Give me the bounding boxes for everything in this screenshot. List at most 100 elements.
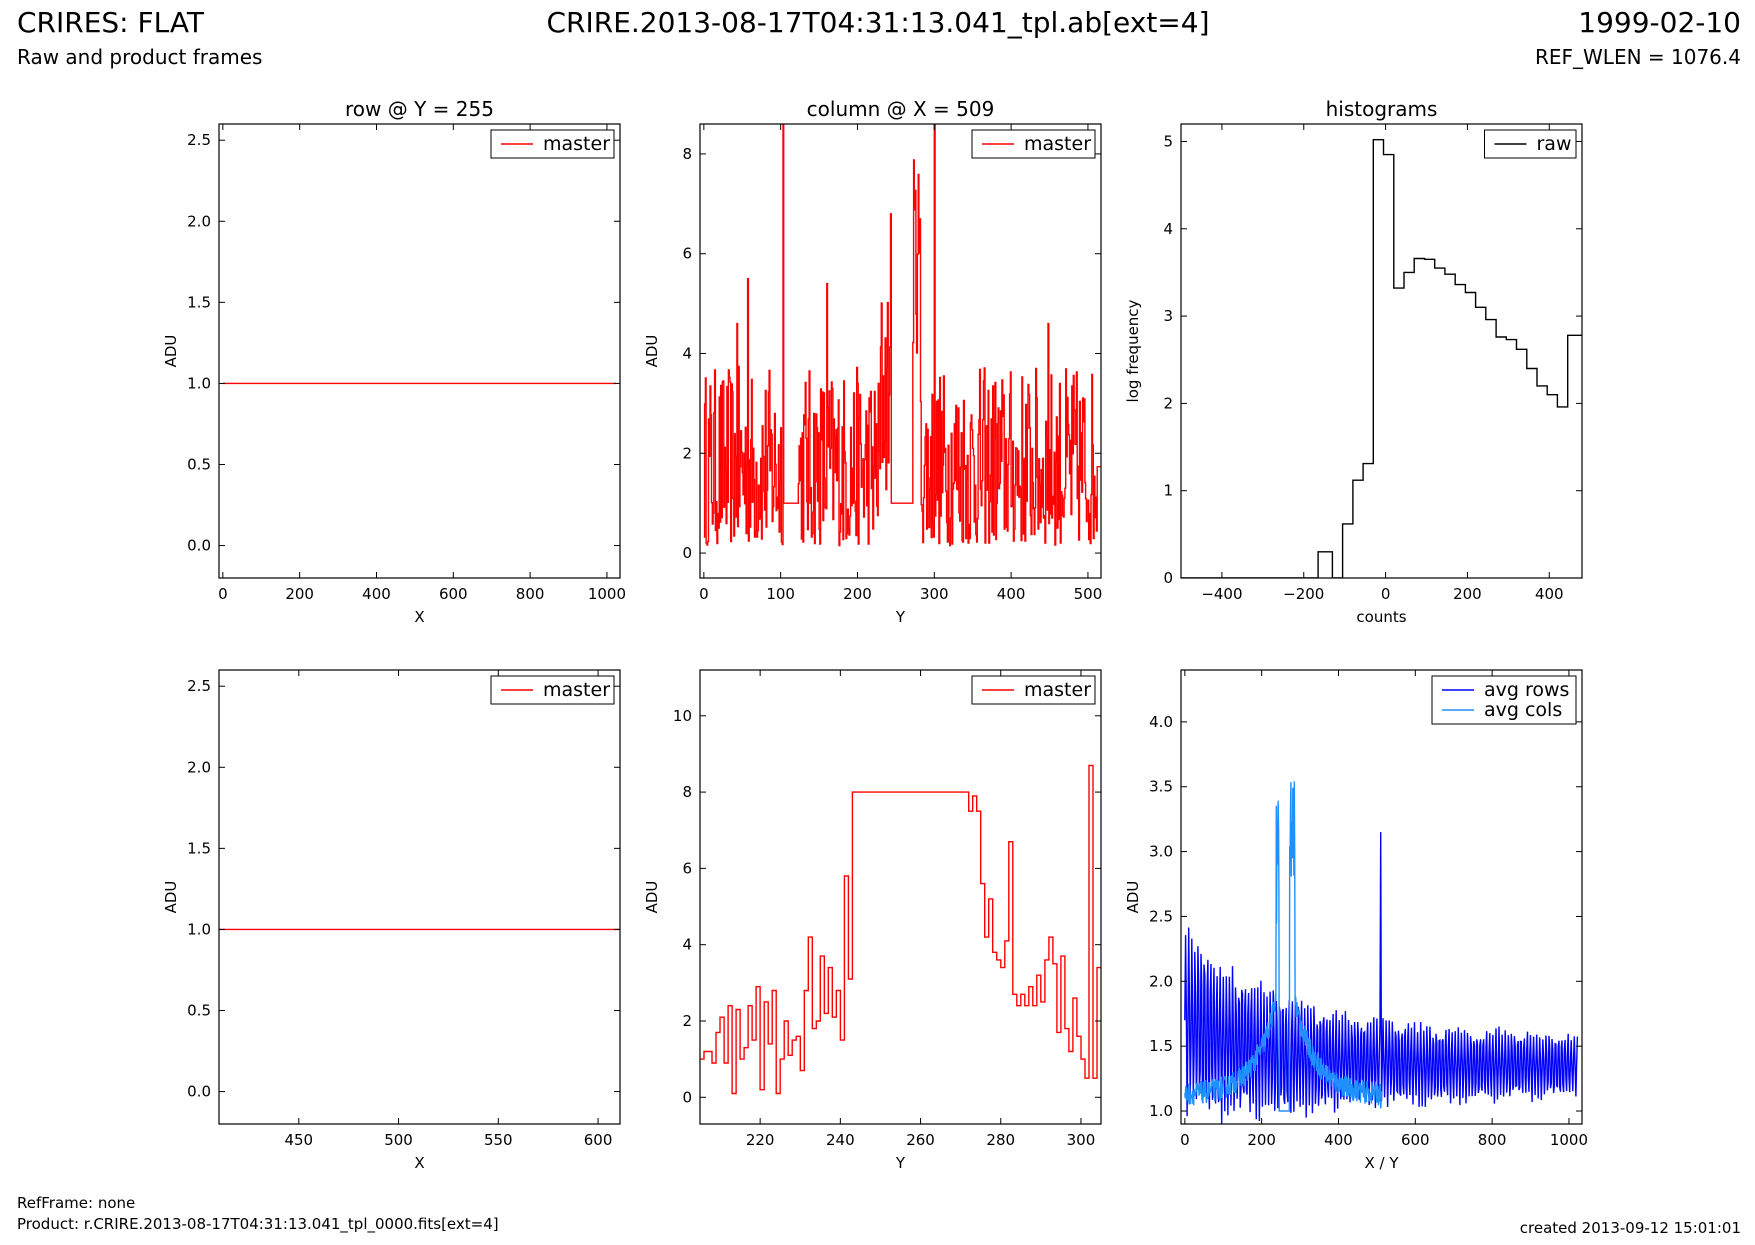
y-tick-label: 1.5 (1149, 1037, 1173, 1055)
y-tick-label: 1.0 (1149, 1102, 1173, 1120)
y-tick-label: 0.5 (187, 456, 211, 474)
x-tick-label: 200 (1247, 1131, 1276, 1149)
footer-ref-frame: RefFrame: none (17, 1194, 136, 1212)
x-tick-label: 550 (484, 1131, 513, 1149)
x-tick-label: −200 (1283, 585, 1324, 603)
x-tick-label: 1000 (588, 585, 626, 603)
figure-subtitle: Raw and product frames (17, 45, 263, 69)
x-tick-label: 450 (284, 1131, 313, 1149)
y-tick-label: 1.0 (187, 374, 211, 392)
footer-created: created 2013-09-12 15:01:01 (1519, 1219, 1741, 1237)
plot-frame (218, 669, 621, 1125)
legend-label: raw (1537, 133, 1572, 155)
legend-label: master (543, 679, 610, 701)
x-tick-label: 300 (920, 585, 949, 603)
y-tick-label: 0 (682, 1088, 692, 1106)
series-line-raw (1181, 139, 1582, 578)
y-tick-label: 2 (682, 1012, 692, 1030)
y-tick-label: 2.5 (187, 677, 211, 695)
y-axis-label: ADU (643, 881, 661, 914)
x-axis-label: Y (895, 1154, 906, 1172)
legend-label: master (1024, 133, 1091, 155)
x-tick-label: 400 (1324, 1131, 1353, 1149)
x-tick-label: 600 (1401, 1131, 1430, 1149)
y-tick-label: 4 (1163, 220, 1173, 238)
y-tick-label: 4 (682, 344, 692, 362)
y-axis-label: ADU (162, 881, 180, 914)
y-tick-label: 4 (682, 936, 692, 954)
y-tick-label: 3 (1163, 307, 1173, 325)
x-tick-label: 800 (516, 585, 545, 603)
x-tick-label: 200 (843, 585, 872, 603)
y-tick-label: 1 (1163, 482, 1173, 500)
plot-title: histograms (1326, 97, 1438, 121)
series-line-avg-cols (1184, 781, 1383, 1112)
x-tick-label: 0 (1180, 1131, 1190, 1149)
x-tick-label: 240 (826, 1131, 855, 1149)
chart-p1: 0 200 400 600 800 1000 0.0 0.5 1.0 1.5 2.0 2.5 X ADU r… (162, 97, 626, 626)
chart-p4: 450 500 550 600 0.0 0.5 1.0 1.5 2.0 2.5 X ADU master (162, 669, 621, 1172)
x-axis-label: counts (1356, 608, 1406, 626)
legend: master (490, 129, 615, 159)
x-tick-label: 0 (1381, 585, 1391, 603)
x-tick-label: 500 (384, 1131, 413, 1149)
plot-frame (218, 123, 621, 579)
plot-frame (1180, 669, 1583, 1125)
x-tick-label: 200 (285, 585, 314, 603)
y-tick-label: 4.0 (1149, 713, 1173, 731)
plot-title: column @ X = 509 (807, 97, 995, 121)
y-tick-label: 2.5 (187, 131, 211, 149)
x-tick-label: 800 (1478, 1131, 1507, 1149)
x-tick-label: 600 (439, 585, 468, 603)
y-tick-label: 2.0 (1149, 972, 1173, 990)
legend: master (971, 129, 1096, 159)
series-line-avg-rows (1184, 832, 1579, 1124)
file-name-title: CRIRE.2013-08-17T04:31:13.041_tpl.ab[ext… (546, 6, 1210, 39)
x-axis-label: Y (895, 608, 906, 626)
y-tick-label: 1.5 (187, 839, 211, 857)
ref-wlen-label: REF_WLEN = 1076.4 (1534, 45, 1741, 69)
y-tick-label: 0.5 (187, 1002, 211, 1020)
y-tick-label: 1.5 (187, 293, 211, 311)
x-tick-label: 200 (1453, 585, 1482, 603)
chart-p2: 0 100 200 300 400 500 0 2 4 6 8 Y ADU column @ X = 50… (643, 97, 1102, 626)
y-axis-label: ADU (643, 335, 661, 368)
y-tick-label: 2 (1163, 394, 1173, 412)
y-tick-label: 0 (682, 544, 692, 562)
legend-label: master (1024, 679, 1091, 701)
series-line-master (703, 124, 1101, 547)
x-tick-label: 600 (584, 1131, 613, 1149)
y-tick-label: 8 (682, 783, 692, 801)
y-tick-label: 6 (682, 859, 692, 877)
series-line-master (700, 764, 1101, 1095)
x-tick-label: 220 (746, 1131, 775, 1149)
y-tick-label: 0 (1163, 569, 1173, 587)
legend-label: avg cols (1484, 699, 1562, 721)
figure-title: CRIRES: FLAT (17, 6, 204, 39)
y-tick-label: 5 (1163, 132, 1173, 150)
y-tick-label: 3.0 (1149, 843, 1173, 861)
x-tick-label: 400 (362, 585, 391, 603)
legend: raw (1484, 129, 1577, 159)
plot-frame (1180, 123, 1583, 579)
x-tick-label: −400 (1201, 585, 1242, 603)
y-axis-label: ADU (1124, 881, 1142, 914)
x-tick-label: 0 (699, 585, 709, 603)
y-tick-label: 2.0 (187, 758, 211, 776)
x-tick-label: 500 (1074, 585, 1103, 603)
x-axis-label: X (414, 1154, 424, 1172)
legend-label: avg rows (1484, 679, 1569, 701)
chart-p3: −400 −200 0 200 400 0 1 2 3 4 5 counts log frequency… (1124, 97, 1583, 626)
x-axis-label: X (414, 608, 424, 626)
x-tick-label: 260 (906, 1131, 935, 1149)
y-axis-label: ADU (162, 335, 180, 368)
x-tick-label: 100 (766, 585, 795, 603)
date-title: 1999-02-10 (1578, 6, 1741, 39)
x-tick-label: 300 (1067, 1131, 1096, 1149)
x-axis-label: X / Y (1364, 1154, 1399, 1172)
x-tick-label: 400 (1535, 585, 1564, 603)
footer-product: Product: r.CRIRE.2013-08-17T04:31:13.041… (17, 1215, 499, 1233)
y-tick-label: 2.0 (187, 212, 211, 230)
